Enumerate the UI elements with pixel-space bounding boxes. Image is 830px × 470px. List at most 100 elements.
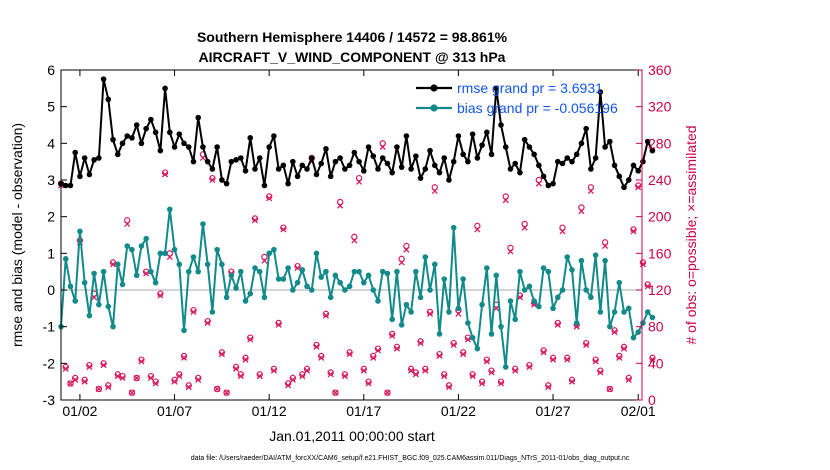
obs-possible-marker — [128, 389, 136, 396]
obs-assimilated-marker — [460, 351, 467, 358]
bias-point — [242, 298, 249, 304]
rmse-point — [361, 168, 367, 174]
obs-assimilated-marker — [128, 389, 136, 396]
obs-assimilated-marker — [474, 226, 481, 233]
rmse-point — [379, 155, 386, 161]
rmse-point — [290, 158, 296, 165]
rmse-point — [413, 153, 419, 159]
rmse-point — [200, 144, 206, 150]
plot-area — [61, 70, 642, 400]
obs-assimilated-marker — [469, 373, 476, 380]
legend-rmse-label: rmse grand pr = 3.6931 — [457, 80, 603, 96]
obs-possible-marker — [578, 204, 585, 211]
obs-assimilated-marker — [247, 336, 254, 343]
rmse-point — [398, 164, 405, 170]
rmse-point — [465, 158, 471, 165]
rmse-point — [446, 177, 452, 183]
rmse-point — [181, 140, 187, 147]
bias-point — [427, 287, 433, 293]
rmse-point — [592, 155, 599, 161]
rmse-point — [337, 155, 343, 161]
obs-assimilated-marker — [635, 184, 642, 191]
rmse-series — [58, 76, 656, 191]
rmse-point — [578, 140, 585, 147]
bias-point — [507, 298, 514, 304]
obs-assimilated-marker — [114, 373, 121, 380]
bias-point — [408, 309, 414, 315]
obs-assimilated-marker — [431, 187, 438, 195]
rmse-point — [644, 138, 651, 145]
bias-point — [446, 309, 452, 315]
obs-assimilated-marker — [266, 195, 273, 202]
rmse-point — [502, 144, 509, 150]
rmse-point — [237, 155, 244, 161]
obs-assimilated-marker — [261, 257, 268, 264]
rmse-point — [474, 155, 481, 161]
x-tick-label: 01/07 — [157, 403, 192, 419]
bias-point — [379, 268, 386, 275]
rmse-point — [507, 166, 514, 172]
bias-point — [365, 272, 372, 279]
rmse-point — [436, 169, 443, 176]
bias-point — [554, 294, 561, 301]
obs-assimilated-marker — [86, 363, 93, 371]
obs-assimilated-marker — [124, 220, 131, 228]
obs-possible-marker — [606, 385, 614, 393]
rmse-point — [171, 144, 178, 150]
rmse-point — [370, 153, 377, 159]
bias-point — [611, 309, 618, 315]
rmse-point — [332, 158, 339, 165]
obs-assimilated-marker — [109, 261, 117, 268]
right-tick-label: 40 — [648, 355, 664, 371]
rmse-point — [294, 173, 301, 180]
obs-assimilated-marker — [625, 376, 632, 383]
rmse-point — [540, 173, 547, 180]
obs-assimilated-marker — [251, 217, 259, 224]
rmse-point — [110, 136, 116, 143]
bias-point — [531, 298, 537, 304]
obs-assimilated-marker — [100, 362, 107, 369]
obs-assimilated-marker — [341, 373, 348, 380]
left-tick-label: -2 — [43, 355, 56, 371]
obs-assimilated-marker — [209, 176, 216, 184]
rmse-point — [517, 169, 523, 176]
bias-point — [214, 246, 220, 253]
rmse-point — [559, 160, 566, 167]
rmse-point — [635, 168, 642, 174]
obs-possible-marker — [587, 184, 595, 191]
obs-assimilated-marker — [488, 369, 495, 376]
bias-point — [313, 250, 320, 257]
obs-assimilated-marker — [370, 354, 377, 361]
rmse-point — [138, 140, 145, 147]
rmse-point — [417, 175, 424, 181]
obs-assimilated-marker — [592, 358, 599, 365]
bias-point — [318, 274, 325, 280]
bias-point — [644, 309, 651, 315]
bias-point — [384, 270, 391, 277]
rmse-line — [60, 78, 654, 189]
rmse-point — [242, 168, 249, 174]
obs-assimilated-marker — [133, 374, 140, 382]
rmse-point — [275, 166, 282, 172]
obs-assimilated-marker — [81, 378, 88, 385]
legend-entry-bias: bias grand pr = -0.056196 — [416, 100, 618, 116]
bias-point — [285, 265, 291, 271]
obs-assimilated-marker — [578, 208, 585, 215]
obs-assimilated-marker — [242, 356, 249, 363]
bias-point — [607, 323, 613, 330]
rmse-point — [531, 151, 537, 158]
right-tick-label: 80 — [648, 319, 664, 335]
obs-assimilated-marker — [549, 356, 557, 363]
obs-assimilated-marker — [649, 356, 656, 363]
bias-point — [540, 265, 547, 271]
obs-assimilated-marker — [62, 365, 69, 372]
obs-possible-marker — [379, 140, 386, 147]
rmse-point — [625, 177, 632, 183]
bias-point — [266, 250, 272, 257]
rmse-point — [545, 182, 552, 189]
rmse-point — [526, 144, 533, 150]
obs-assimilated-marker — [408, 367, 415, 374]
bias-point — [280, 276, 287, 282]
rmse-point — [176, 131, 183, 137]
rmse-point — [233, 157, 239, 163]
